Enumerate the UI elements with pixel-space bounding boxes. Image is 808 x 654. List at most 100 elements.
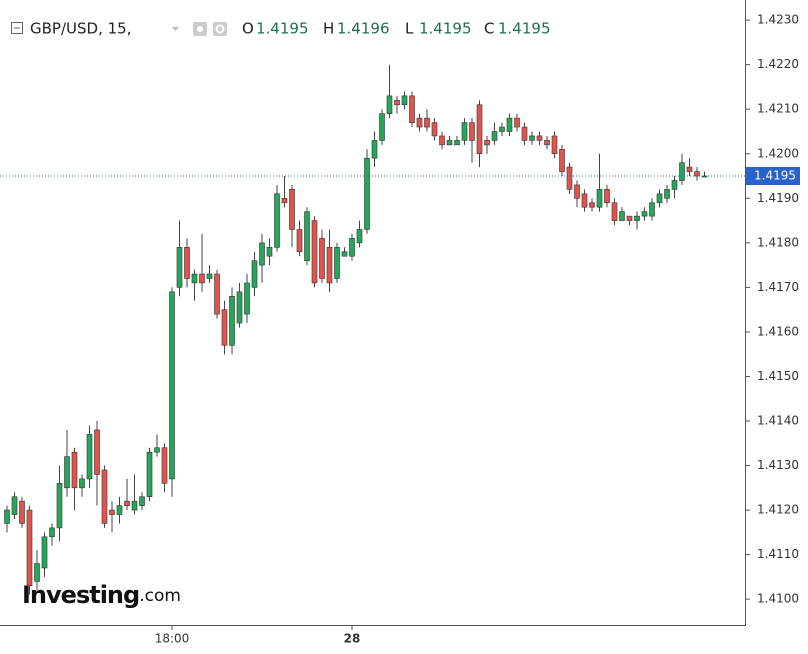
candle-body [671, 180, 678, 190]
candle-body [491, 131, 498, 141]
candle-body [521, 126, 528, 141]
candle-body [371, 140, 378, 159]
candle-body [484, 140, 490, 146]
candle-body [266, 246, 273, 257]
x-tick-label: 28 [344, 632, 361, 646]
y-tick-label: 1.4210 [757, 102, 799, 116]
candle-body [221, 309, 228, 346]
candle-body [649, 202, 655, 217]
settings-icon-gear [215, 24, 225, 34]
candle-body [109, 509, 115, 515]
candle-body [184, 246, 190, 279]
watermark-brand: Investing [22, 581, 139, 609]
candle-body [64, 456, 70, 489]
candle-body [574, 184, 580, 199]
ohlc-label: O [242, 20, 254, 38]
candle-body [536, 135, 543, 141]
y-tick-label: 1.4160 [757, 324, 799, 338]
y-tick-label: 1.4140 [757, 414, 799, 428]
candle-body [581, 193, 588, 208]
candle-body [251, 260, 258, 288]
candle-body [686, 166, 693, 172]
candle-body [454, 140, 460, 146]
candle-body [559, 149, 565, 172]
candle-body [589, 202, 595, 208]
watermark-suffix: .com [139, 586, 181, 606]
candle-body [281, 198, 288, 204]
ohlc-value: 1.4195 [419, 20, 472, 38]
candle-body [296, 229, 303, 253]
candle-body [49, 527, 55, 538]
candle-body [71, 451, 78, 489]
candle-body [551, 135, 558, 155]
candle-body [679, 162, 685, 181]
candle-body [626, 215, 633, 221]
eye-icon-pupil [197, 26, 203, 32]
candle-body [694, 171, 700, 177]
candle-body [461, 122, 468, 141]
candle-body [304, 211, 310, 261]
price-label: 1.4195 [754, 169, 796, 183]
collapse-icon[interactable] [11, 22, 23, 34]
candle-body [379, 113, 385, 141]
candle-body [349, 238, 355, 257]
candle-body [86, 434, 93, 480]
candle-body [544, 140, 550, 146]
settings-icon[interactable] [213, 22, 227, 36]
candle-body [604, 189, 610, 204]
candle-body [79, 478, 85, 489]
candle-body [619, 211, 625, 221]
x-tick-label: 18:00 [155, 632, 190, 646]
candle-body [476, 104, 483, 155]
y-tick-label: 1.4180 [757, 235, 799, 249]
dropdown-arrow[interactable] [172, 27, 179, 31]
y-tick-label: 1.4220 [757, 57, 799, 71]
ohlc-value: 1.4195 [498, 20, 551, 38]
candle-body [236, 291, 243, 324]
ohlc-label: C [484, 20, 494, 38]
candle-body [34, 563, 40, 582]
y-tick-label: 1.4110 [757, 547, 799, 561]
candle-body [191, 273, 198, 284]
candle-body [394, 100, 400, 106]
candle-body [566, 166, 573, 190]
y-tick-label: 1.4190 [757, 191, 799, 205]
candle-body [356, 229, 363, 244]
y-tick-label: 1.4230 [757, 13, 799, 27]
candle-body [169, 291, 175, 480]
candle-body [446, 140, 453, 146]
candle-body [124, 500, 130, 506]
ohlc-value: 1.4195 [256, 20, 309, 38]
candle-body [611, 202, 618, 221]
candle-body [416, 117, 423, 128]
candle-body [664, 189, 670, 199]
candle-body [41, 536, 48, 569]
candle-body [259, 242, 265, 266]
symbol: GBP/USD, 15, [30, 20, 131, 38]
candle-body [101, 469, 108, 524]
watermark: Investing.com [22, 581, 181, 609]
candle-body [154, 447, 160, 453]
y-tick-label: 1.4120 [757, 503, 799, 517]
candle-body [499, 126, 505, 132]
y-tick-label: 1.4100 [757, 592, 799, 606]
candle-body [11, 496, 18, 515]
candle-body [94, 429, 100, 475]
candle-body [161, 447, 168, 484]
candle-body [364, 157, 370, 230]
ohlc-label: H [323, 20, 334, 38]
candle-body [469, 122, 475, 141]
candle-body [139, 496, 145, 506]
candle-body [634, 215, 640, 221]
candle-body [326, 246, 333, 284]
candle-body [244, 282, 250, 315]
y-tick-label: 1.4150 [757, 369, 799, 383]
candle-body [146, 451, 153, 498]
y-tick-label: 1.4130 [757, 458, 799, 472]
candle-body [319, 238, 325, 279]
price-label-box [746, 167, 800, 186]
candle-body [229, 295, 235, 346]
candle-body [431, 122, 438, 137]
candle-body [596, 189, 603, 208]
